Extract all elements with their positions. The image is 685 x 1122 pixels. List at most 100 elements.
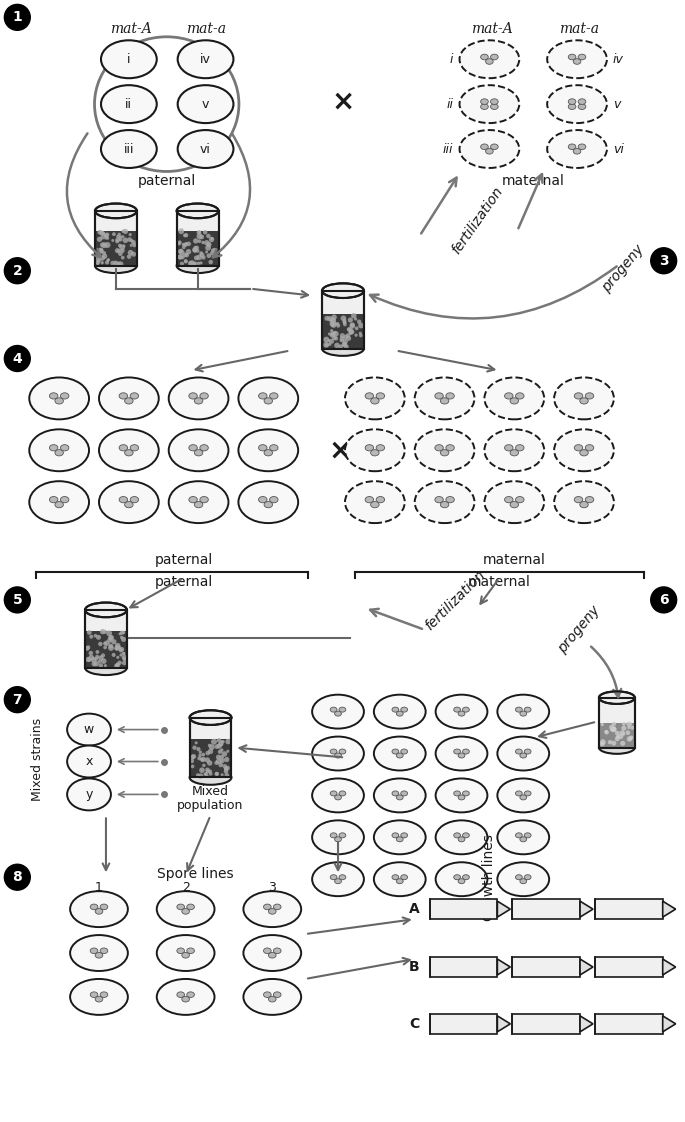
- Circle shape: [96, 263, 99, 266]
- Circle shape: [327, 316, 333, 321]
- Circle shape: [106, 631, 112, 636]
- Circle shape: [129, 243, 133, 247]
- Circle shape: [193, 261, 197, 266]
- Circle shape: [123, 238, 128, 243]
- Bar: [512, 899, 580, 919]
- Circle shape: [216, 744, 222, 748]
- Bar: [595, 899, 662, 919]
- Ellipse shape: [238, 481, 298, 523]
- Circle shape: [226, 749, 229, 753]
- Ellipse shape: [516, 833, 522, 838]
- Circle shape: [183, 252, 188, 257]
- Bar: [85, 610, 127, 668]
- Ellipse shape: [574, 497, 583, 503]
- Circle shape: [112, 653, 116, 657]
- Ellipse shape: [95, 258, 137, 273]
- Circle shape: [330, 322, 335, 328]
- Text: 2: 2: [182, 881, 190, 894]
- Ellipse shape: [462, 791, 469, 795]
- Ellipse shape: [335, 879, 341, 884]
- Circle shape: [328, 342, 332, 346]
- Circle shape: [111, 640, 116, 644]
- Circle shape: [122, 652, 125, 655]
- Circle shape: [103, 664, 107, 668]
- Ellipse shape: [99, 377, 159, 420]
- Circle shape: [323, 337, 329, 342]
- Circle shape: [343, 322, 347, 327]
- Ellipse shape: [486, 58, 493, 64]
- Circle shape: [117, 249, 121, 252]
- Ellipse shape: [182, 953, 190, 958]
- Ellipse shape: [312, 820, 364, 854]
- Bar: [595, 957, 662, 977]
- Circle shape: [87, 657, 91, 662]
- Circle shape: [116, 655, 119, 659]
- Ellipse shape: [335, 711, 341, 716]
- Ellipse shape: [195, 398, 203, 404]
- Circle shape: [177, 241, 181, 246]
- Circle shape: [609, 725, 614, 729]
- Circle shape: [206, 775, 209, 778]
- Circle shape: [208, 748, 213, 754]
- Ellipse shape: [397, 837, 403, 842]
- Circle shape: [88, 651, 93, 655]
- Circle shape: [197, 239, 201, 243]
- Polygon shape: [580, 901, 593, 917]
- Circle shape: [184, 242, 188, 246]
- Circle shape: [101, 659, 107, 664]
- Circle shape: [186, 249, 191, 255]
- Ellipse shape: [392, 875, 399, 880]
- Bar: [599, 698, 635, 747]
- Ellipse shape: [516, 393, 524, 399]
- Circle shape: [182, 246, 186, 249]
- Circle shape: [626, 721, 632, 727]
- Circle shape: [105, 232, 110, 237]
- Circle shape: [611, 727, 616, 733]
- Circle shape: [200, 757, 204, 762]
- Ellipse shape: [339, 707, 346, 712]
- Circle shape: [192, 248, 197, 252]
- Ellipse shape: [578, 104, 586, 110]
- Circle shape: [198, 773, 203, 779]
- Circle shape: [342, 320, 347, 324]
- Text: paternal: paternal: [155, 553, 213, 567]
- Circle shape: [629, 736, 633, 741]
- Circle shape: [195, 249, 199, 252]
- Circle shape: [206, 233, 210, 238]
- Bar: [599, 723, 634, 747]
- Ellipse shape: [55, 450, 64, 456]
- Circle shape: [355, 327, 358, 330]
- Ellipse shape: [187, 992, 195, 997]
- Ellipse shape: [401, 875, 408, 880]
- Bar: [190, 718, 232, 778]
- Circle shape: [104, 233, 109, 238]
- Ellipse shape: [458, 753, 465, 758]
- Ellipse shape: [70, 935, 128, 971]
- Ellipse shape: [462, 875, 469, 880]
- Circle shape: [330, 329, 334, 332]
- Ellipse shape: [177, 130, 234, 168]
- Text: maternal: maternal: [483, 553, 546, 567]
- Ellipse shape: [490, 144, 498, 149]
- Ellipse shape: [100, 948, 108, 954]
- Ellipse shape: [312, 736, 364, 771]
- Ellipse shape: [392, 749, 399, 754]
- Text: iii: iii: [123, 142, 134, 156]
- Ellipse shape: [130, 497, 138, 503]
- Circle shape: [207, 761, 212, 765]
- Ellipse shape: [520, 794, 527, 800]
- Circle shape: [178, 229, 184, 234]
- Circle shape: [127, 250, 134, 256]
- Ellipse shape: [510, 502, 519, 508]
- Ellipse shape: [569, 104, 576, 110]
- Circle shape: [354, 318, 358, 321]
- Ellipse shape: [392, 791, 399, 795]
- Circle shape: [205, 245, 211, 250]
- Circle shape: [108, 637, 112, 643]
- Bar: [95, 211, 137, 266]
- Ellipse shape: [453, 749, 460, 754]
- Circle shape: [350, 322, 355, 328]
- Bar: [190, 739, 231, 776]
- Circle shape: [118, 261, 123, 267]
- Ellipse shape: [371, 450, 379, 456]
